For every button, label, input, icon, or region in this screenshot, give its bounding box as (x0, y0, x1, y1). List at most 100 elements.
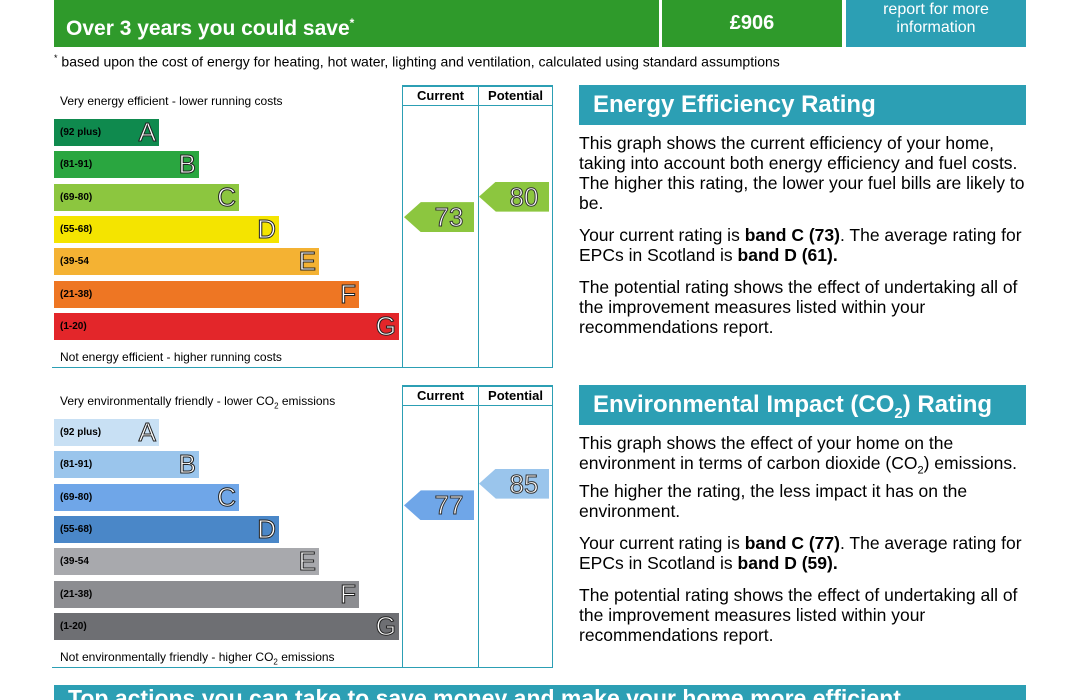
band-range-label: (39-54 (60, 256, 89, 268)
environment-potential-value: 85 (509, 468, 539, 499)
band-letter: B (178, 449, 196, 480)
column-divider (478, 87, 479, 367)
environment-current-arrow: 77 (404, 490, 474, 521)
chart-bottom-line (52, 367, 402, 368)
env-top-label-sub: 2 (274, 401, 279, 411)
savings-banner: Over 3 years you could save* (54, 0, 659, 47)
band-letter: F (340, 278, 357, 309)
environment-band-c: (69-80) C (54, 481, 239, 512)
report-line-2: information (896, 19, 976, 36)
band-letter: F (340, 578, 357, 609)
environment-band-f: (21-38) F (54, 578, 359, 609)
band-range-label: (1-20) (60, 320, 87, 332)
env-title-sub: 2 (894, 404, 903, 422)
efficiency-current-header: Current (417, 88, 464, 103)
efficiency-band-b: (81-91) B (54, 149, 199, 180)
band-letter: D (257, 513, 277, 544)
env-title-pre: Environmental Impact (CO (593, 391, 895, 418)
band-range-label: (69-80) (60, 191, 93, 203)
efficiency-band-g: (1-20) G (54, 310, 399, 341)
savings-footnote: * based upon the cost of energy for heat… (54, 53, 780, 70)
env-bottom-label-post: emissions (277, 650, 335, 664)
environment-band-a: (92 plus) A (54, 417, 159, 447)
report-info-box[interactable]: report for more information (846, 0, 1026, 47)
report-line-1: report for more (883, 1, 989, 18)
efficiency-columns: Current Potential (402, 85, 553, 368)
band-range-label: (39-54 (60, 556, 89, 568)
band-range-label: (55-68) (60, 223, 93, 235)
band-letter: C (217, 181, 237, 212)
band-range-label: (55-68) (60, 523, 93, 535)
env-p1-post: ) emissions. The higher the rating, the … (579, 453, 1017, 521)
efficiency-top-label: Very energy efficient - lower running co… (60, 94, 283, 108)
eff-p2-mid: . The average rating for EPCs in Scotlan… (579, 225, 1022, 265)
band-letter: G (375, 310, 396, 341)
environment-panel-title: Environmental Impact (CO2) Rating (579, 385, 1026, 425)
environment-panel-paragraph-3: The potential rating shows the effect of… (579, 584, 1018, 645)
band-letter: A (138, 117, 156, 147)
band-letter: B (178, 149, 196, 180)
efficiency-current-value: 73 (434, 202, 464, 233)
environment-potential-header: Potential (488, 388, 543, 403)
header-line (403, 105, 552, 106)
band-letter: D (257, 213, 277, 244)
efficiency-potential-header: Potential (488, 88, 543, 103)
efficiency-bottom-label: Not energy efficient - higher running co… (60, 350, 282, 364)
footnote-mark: * (54, 53, 58, 63)
env-p2-pre: Your current rating is (579, 532, 745, 553)
band-range-label: (21-38) (60, 588, 93, 600)
env-bottom-label-text: Not environmentally friendly - higher CO (60, 650, 274, 664)
efficiency-band-f: (21-38) F (54, 278, 359, 309)
environment-band-b: (81-91) B (54, 449, 199, 480)
efficiency-potential-value: 80 (509, 181, 539, 212)
efficiency-panel-paragraph-2: Your current rating is band C (73). The … (579, 225, 1026, 265)
efficiency-band-a: (92 plus) A (54, 117, 159, 147)
efficiency-band-e: (39-54 E (54, 246, 319, 276)
eff-p2-pre: Your current rating is (579, 225, 745, 245)
band-range-label: (92 plus) (60, 127, 102, 138)
savings-asterisk: * (349, 16, 355, 30)
footnote-text: based upon the cost of energy for heatin… (57, 53, 780, 70)
environment-band-g: (1-20) G (54, 610, 399, 641)
column-divider (478, 387, 479, 667)
efficiency-current-arrow: 73 (404, 202, 474, 233)
top-actions-banner: Top actions you can take to save money a… (54, 685, 1026, 700)
env-p2-average-band: band D (59). (737, 552, 838, 573)
eff-p2-current-band: band C (73) (744, 225, 840, 245)
band-range-label: (21-38) (60, 288, 93, 300)
band-range-label: (81-91) (60, 159, 93, 171)
band-range-label: (92 plus) (60, 427, 102, 438)
band-letter: E (298, 546, 316, 577)
environment-bottom-label: Not environmentally friendly - higher CO… (60, 650, 335, 666)
band-letter: C (217, 481, 237, 512)
header-line (403, 405, 552, 406)
environment-top-label: Very environmentally friendly - lower CO… (60, 394, 335, 410)
band-range-label: (69-80) (60, 491, 93, 503)
environment-panel-paragraph-2: Your current rating is band C (77). The … (579, 533, 1026, 573)
efficiency-band-c: (69-80) C (54, 181, 239, 212)
band-letter: G (375, 610, 396, 641)
efficiency-info-panel: Energy Efficiency Rating This graph show… (579, 85, 1026, 349)
environment-potential-arrow: 85 (479, 468, 549, 499)
environment-columns: Current Potential (402, 385, 553, 668)
env-bottom-label-sub: 2 (273, 657, 278, 667)
environmental-impact-chart: Very environmentally friendly - lower CO… (52, 385, 553, 668)
band-letter: A (138, 417, 156, 447)
eff-p2-average-band: band D (61). (737, 245, 838, 265)
environment-panel-paragraph-1: This graph shows the effect of your home… (579, 433, 1026, 521)
band-range-label: (81-91) (60, 459, 93, 471)
band-range-label: (1-20) (60, 620, 87, 632)
env-top-label-post: emissions (278, 394, 336, 408)
efficiency-potential-arrow: 80 (479, 181, 549, 212)
env-p2-current-band: band C (77) (744, 532, 840, 553)
env-p1-sub: 2 (917, 464, 924, 477)
environment-band-d: (55-68) D (54, 513, 279, 544)
chart-bottom-line (52, 667, 402, 668)
savings-amount: £906 (662, 0, 842, 47)
efficiency-panel-title: Energy Efficiency Rating (579, 85, 1026, 125)
env-p2-mid: . The average rating for EPCs in Scotlan… (579, 532, 1022, 573)
energy-efficiency-chart: Very energy efficient - lower running co… (52, 85, 553, 368)
env-p1-pre: This graph shows the effect of your home… (579, 433, 954, 473)
savings-label: Over 3 years you could save (66, 17, 350, 40)
environment-band-e: (39-54 E (54, 546, 319, 577)
